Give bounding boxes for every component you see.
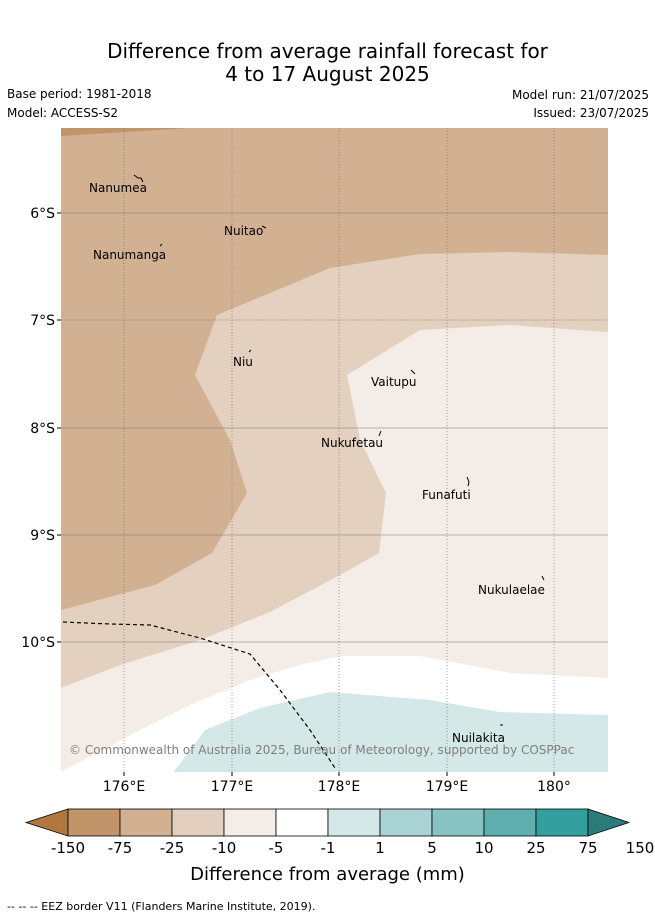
colorbar-tick-label: 150 xyxy=(626,839,655,857)
lon-gridlines xyxy=(123,128,555,772)
lon-label-176e: 176°E xyxy=(103,779,146,795)
colorbar-tick-label: 10 xyxy=(474,839,493,857)
colorbar-segment xyxy=(483,808,537,837)
model-label: Model: ACCESS-S2 xyxy=(7,106,119,120)
colorbar-tick-label: -1 xyxy=(321,839,336,857)
colorbar-segment xyxy=(223,808,277,837)
map-fill xyxy=(61,128,608,772)
colorbar-tick-label: -5 xyxy=(269,839,284,857)
place-label-nanumanga: Nanumanga xyxy=(93,248,166,262)
region-1-5 xyxy=(173,692,608,772)
colorbar-tick-labels: -150 -75 -25 -10 -5 -1 1 5 10 25 75 150 xyxy=(51,839,654,857)
lat-ticks xyxy=(57,212,61,643)
colorbar-tick-label: 25 xyxy=(526,839,545,857)
colorbar-tick-label: -150 xyxy=(51,839,85,857)
colorbar-segment xyxy=(431,808,485,837)
colorbar-extend-low xyxy=(24,808,69,837)
colorbar-segment xyxy=(275,808,329,837)
model-run-label: Model run: 21/07/2025 xyxy=(511,88,649,102)
colorbar-segment xyxy=(119,808,173,837)
lat-gridlines xyxy=(61,212,608,643)
place-label-vaitupu: Vaitupu xyxy=(371,375,417,389)
colorbar xyxy=(24,808,631,837)
place-label-niu: Niu xyxy=(233,355,253,369)
colorbar-title: Difference from average (mm) xyxy=(190,864,465,885)
title-line-2: 4 to 17 August 2025 xyxy=(225,62,430,86)
region-minus75-minus25 xyxy=(61,128,190,136)
base-period-label: Base period: 1981-2018 xyxy=(7,87,152,101)
colorbar-segment xyxy=(535,808,589,837)
copyright-text: © Commonwealth of Australia 2025, Bureau… xyxy=(69,743,574,757)
lat-label-8s: 8°S xyxy=(30,421,55,437)
place-label-nukufetau: Nukufetau xyxy=(321,436,383,450)
colorbar-segment xyxy=(67,808,121,837)
place-label-nukulaelae: Nukulaelae xyxy=(478,583,545,597)
region-minus25-minus10 xyxy=(61,128,608,610)
lat-label-9s: 9°S xyxy=(30,528,55,544)
lon-label-179e: 179°E xyxy=(426,779,469,795)
eez-border xyxy=(62,621,336,769)
place-label-nuilakita: Nuilakita xyxy=(452,731,505,745)
colorbar-tick-label: -75 xyxy=(108,839,133,857)
colorbar-tick-label: -10 xyxy=(212,839,237,857)
colorbar-tick-label: -25 xyxy=(160,839,185,857)
colorbar-segment xyxy=(379,808,433,837)
lon-ticks xyxy=(123,772,555,776)
title-line-1: Difference from average rainfall forecas… xyxy=(107,39,548,63)
place-label-funafuti: Funafuti xyxy=(422,488,471,502)
lon-label-178e: 178°E xyxy=(318,779,361,795)
colorbar-extend-high xyxy=(587,808,631,837)
lat-label-10s: 10°S xyxy=(21,635,55,651)
island-shapes xyxy=(133,174,545,726)
lon-label-180: 180° xyxy=(537,779,571,795)
eez-footnote: -- -- -- EEZ border V11 (Flanders Marine… xyxy=(7,900,316,913)
lat-label-7s: 7°S xyxy=(30,313,55,329)
place-label-nuitao: Nuitao xyxy=(224,224,263,238)
colorbar-segment xyxy=(171,808,225,837)
lat-label-6s: 6°S xyxy=(30,206,55,222)
page-title: Difference from average rainfall forecas… xyxy=(0,40,655,86)
colorbar-segment xyxy=(327,808,381,837)
colorbar-tick-label: 1 xyxy=(375,839,385,857)
colorbar-tick-label: 5 xyxy=(427,839,437,857)
lon-label-177e: 177°E xyxy=(211,779,254,795)
colorbar-tick-label: 75 xyxy=(578,839,597,857)
place-label-nanumea: Nanumea xyxy=(89,181,147,195)
issued-label: Issued: 23/07/2025 xyxy=(533,106,649,120)
